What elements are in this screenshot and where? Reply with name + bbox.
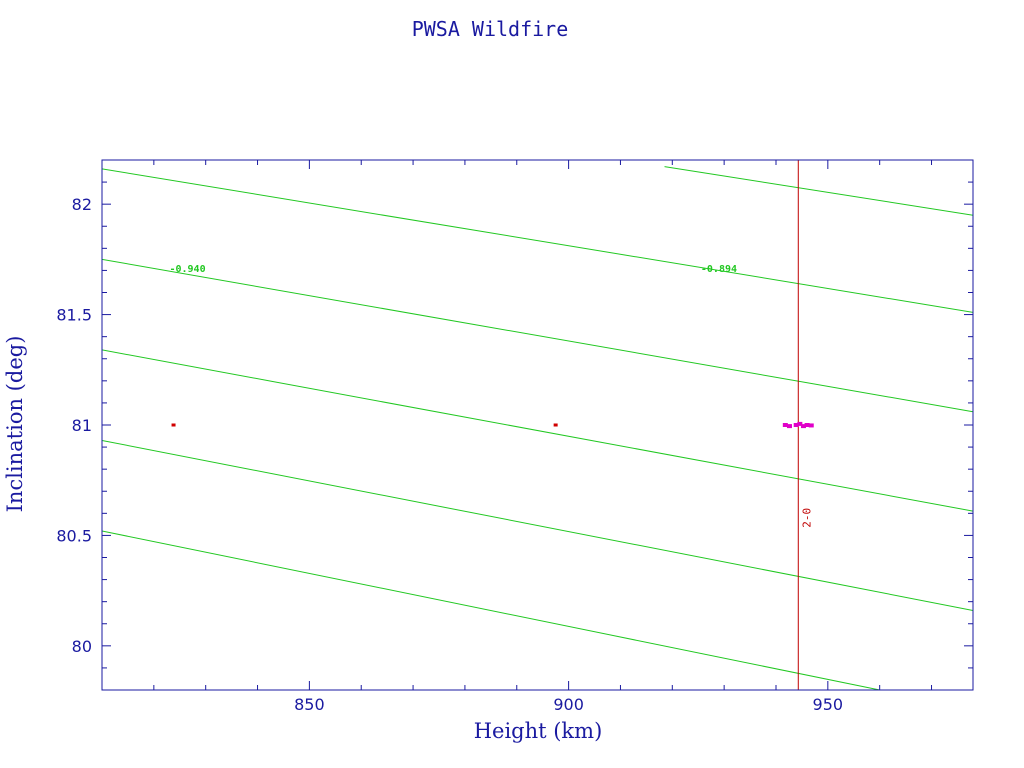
cluster-point xyxy=(800,424,806,429)
cluster-point xyxy=(782,423,788,427)
contour-line xyxy=(102,168,973,313)
contour-label: -0.894 xyxy=(701,264,737,275)
cluster-point xyxy=(808,423,814,428)
chart-title: PWSA Wildfire xyxy=(412,17,569,41)
cluster-point xyxy=(793,423,799,427)
cluster-point xyxy=(786,424,792,429)
y-axis-title: Inclination (deg) xyxy=(3,336,27,513)
cluster-point xyxy=(804,423,810,427)
contour-line xyxy=(102,530,880,690)
plot-frame xyxy=(101,159,974,691)
y-tick-label: 81 xyxy=(72,416,92,435)
contour-label: -0.940 xyxy=(169,264,205,275)
x-tick-label: 850 xyxy=(294,695,325,714)
x-tick-label: 950 xyxy=(813,695,844,714)
data-point xyxy=(171,423,176,427)
contour-line xyxy=(102,349,973,512)
y-tick-label: 80.5 xyxy=(56,526,92,545)
contour-line xyxy=(102,439,973,611)
data-point xyxy=(553,423,558,427)
y-tick-label: 80 xyxy=(72,637,92,656)
marker-line-label: 2-0 xyxy=(800,508,813,528)
x-tick-label: 900 xyxy=(553,695,584,714)
y-tick-label: 82 xyxy=(72,195,92,214)
contour-line xyxy=(664,166,973,216)
contour-line xyxy=(102,258,973,413)
plot-area: -0.940 -0.894 2-0 850 900 950 80 80.5 81 81.5 82 xyxy=(56,159,974,714)
y-tick-label: 81.5 xyxy=(56,306,92,325)
x-axis-title: Height (km) xyxy=(474,719,603,743)
cluster-point xyxy=(797,421,803,426)
